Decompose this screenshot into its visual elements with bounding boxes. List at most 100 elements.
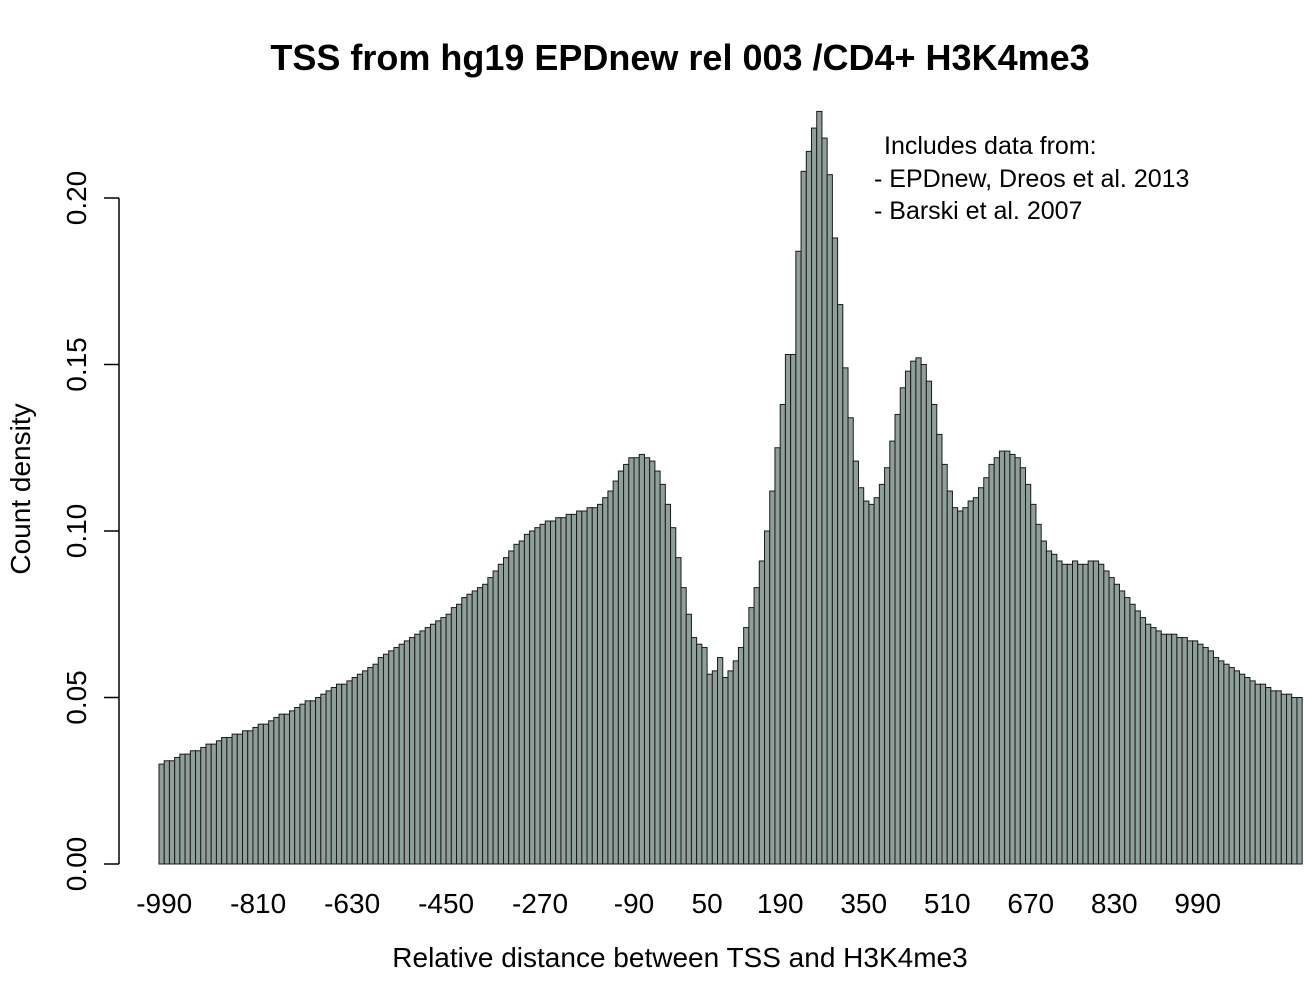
histogram-bar: [1291, 697, 1298, 865]
x-tick-label: 190: [757, 888, 804, 919]
histogram-bar: [1270, 690, 1277, 865]
histogram-bar: [393, 647, 400, 865]
histogram-bar: [659, 483, 666, 865]
x-axis-label: Relative distance between TSS and H3K4me…: [392, 942, 967, 973]
x-tick-label: 830: [1091, 888, 1138, 919]
histogram-bar: [179, 753, 186, 865]
histogram-bar: [414, 633, 421, 865]
histogram-bar: [701, 647, 708, 865]
histogram-bar: [294, 706, 301, 865]
histogram-bar: [1014, 457, 1021, 865]
histogram-bar: [790, 354, 797, 865]
histogram-bar: [1098, 563, 1105, 865]
histogram-bar: [904, 370, 912, 865]
histogram-bar: [722, 677, 729, 865]
histogram-bar: [988, 463, 995, 865]
histogram-bar: [857, 487, 865, 865]
histogram-bar: [936, 433, 943, 865]
histogram-bar: [753, 587, 760, 865]
histogram-bar: [978, 487, 985, 865]
histogram-bar: [1254, 683, 1261, 865]
histogram-bar: [1056, 560, 1063, 865]
histogram-bar: [821, 137, 828, 865]
x-axis: -990 -810 -630 -450 -270 -90 50 190 350 510 670 830…: [136, 888, 1221, 919]
x-tick-label: 510: [924, 888, 971, 919]
histogram-bar: [602, 497, 609, 865]
histogram-bar: [633, 457, 640, 865]
histogram-bar: [1124, 597, 1131, 865]
histogram-bar: [1186, 640, 1194, 865]
histogram-bar: [1139, 617, 1147, 865]
histogram-bar: [268, 720, 275, 865]
histogram-bar: [690, 637, 698, 865]
histogram-bar: [826, 174, 833, 865]
histogram-bar: [1092, 560, 1100, 865]
histogram-bar: [195, 750, 202, 865]
histogram-bar: [476, 587, 484, 865]
histogram-bar: [596, 503, 604, 865]
histogram-bar: [1061, 563, 1068, 865]
y-tick-label: 0.10: [61, 504, 92, 559]
histogram-bar: [351, 677, 358, 865]
histogram-bar: [503, 557, 510, 865]
histogram-bar: [993, 457, 1000, 865]
x-tick-label: -450: [418, 888, 474, 919]
histogram-bar: [236, 733, 244, 865]
histogram-bar: [967, 500, 974, 865]
histogram-bar: [346, 680, 353, 865]
histogram-bar: [925, 380, 933, 865]
histogram-bar: [231, 733, 238, 865]
histogram-bar: [837, 304, 844, 865]
histogram-bar: [508, 550, 515, 865]
histogram-bar: [670, 527, 677, 865]
histogram-bar: [811, 127, 818, 865]
histogram-bar: [1296, 697, 1303, 865]
histogram-bar: [409, 637, 416, 865]
histogram-bar: [471, 590, 478, 865]
histogram-bar: [748, 607, 755, 865]
histogram-bar: [403, 640, 411, 865]
histogram-bar: [899, 387, 906, 865]
x-tick-label: -90: [614, 888, 654, 919]
histogram-bar: [983, 477, 990, 865]
histogram-bar: [440, 617, 447, 865]
histogram-bar: [706, 673, 713, 865]
note-line-2: - EPDnew, Dreos et al. 2013: [874, 165, 1189, 193]
y-tick-label: 0.15: [61, 337, 92, 392]
histogram-bar: [576, 510, 583, 865]
histogram-bar: [189, 750, 197, 865]
histogram-bar: [1197, 643, 1204, 865]
histogram-bar: [1165, 633, 1173, 865]
histogram-bar: [1181, 637, 1188, 865]
histogram-bar: [1087, 560, 1094, 865]
x-tick-label: 670: [1007, 888, 1054, 919]
histogram-bar: [299, 703, 306, 865]
histogram-bar: [497, 563, 505, 865]
histogram-bar: [623, 463, 630, 865]
histogram-bar: [675, 557, 682, 865]
histogram-bar: [309, 700, 317, 865]
histogram-bar: [456, 603, 463, 865]
histogram-bar: [1280, 693, 1288, 865]
histogram-bar: [920, 364, 927, 865]
histogram-bar: [1113, 583, 1120, 865]
histogram-bar: [779, 403, 786, 865]
histogram-bar: [617, 470, 625, 865]
histogram-bar: [717, 657, 724, 865]
histogram-bar: [1150, 627, 1157, 865]
histogram-bar: [805, 150, 813, 865]
histogram-bar: [252, 726, 259, 865]
x-tick-label: 50: [692, 888, 723, 919]
y-tick-label: 0.00: [61, 837, 92, 892]
histogram-bar: [816, 110, 823, 865]
histogram-bar: [1218, 660, 1225, 865]
x-tick-label: -270: [512, 888, 568, 919]
x-tick-label: 990: [1174, 888, 1221, 919]
histogram-bar: [607, 490, 614, 865]
histogram-bar: [1066, 563, 1074, 865]
histogram-bar: [910, 360, 917, 865]
histogram-bar: [831, 237, 839, 865]
histogram-bar: [435, 620, 442, 865]
histogram-bar: [643, 457, 651, 865]
